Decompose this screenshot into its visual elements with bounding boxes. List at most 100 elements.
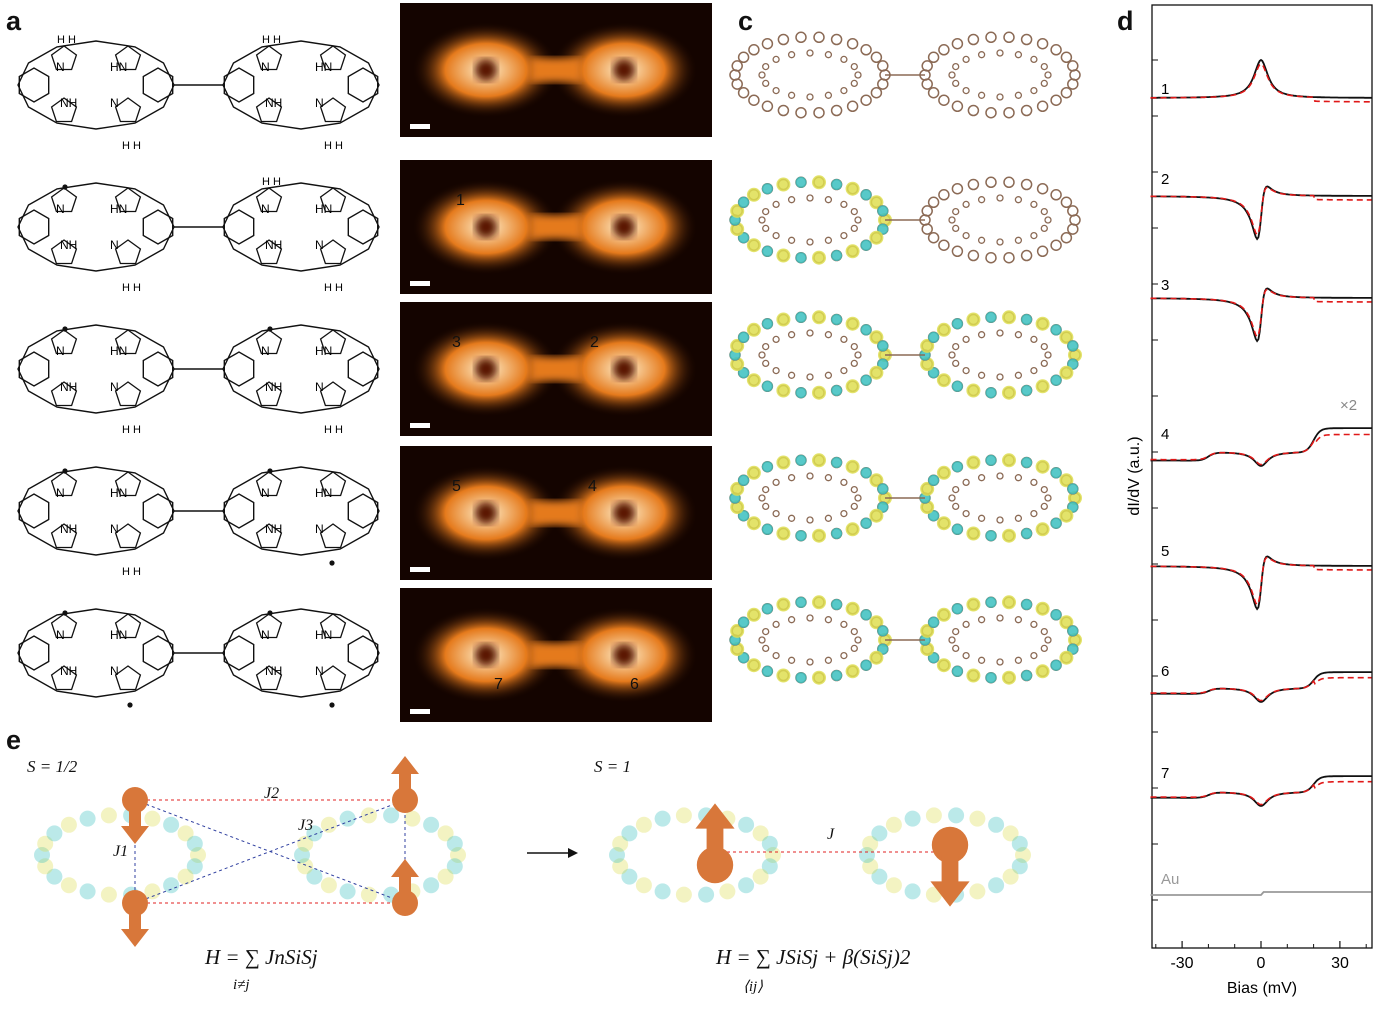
- carbon-atom: [1036, 245, 1049, 258]
- inner-atom: [850, 224, 858, 233]
- spin-density-lobe: [869, 473, 884, 488]
- pyrrole-ring: [50, 665, 78, 691]
- pyrrole-ring: [255, 187, 283, 213]
- inner-atom: [952, 644, 960, 653]
- inner-atom: [1040, 62, 1048, 71]
- spectrum-curve: [1150, 427, 1372, 467]
- faded-spin-lobe: [752, 825, 769, 842]
- faded-spin-lobe: [383, 807, 400, 824]
- inner-atom: [806, 614, 814, 622]
- spin-sphere: [122, 787, 148, 813]
- benzene-ring: [223, 635, 255, 671]
- inner-atom: [787, 371, 796, 379]
- faded-spin-lobe: [925, 807, 942, 824]
- spin-density-lobe: [1035, 522, 1050, 537]
- spin-density-lobe: [1021, 314, 1033, 325]
- spin-arrow-head: [391, 859, 419, 877]
- faded-spin-lobe: [46, 868, 63, 885]
- inner-atom: [1014, 656, 1023, 664]
- spin-arrow-shaft: [941, 856, 959, 887]
- atom-label-hn: HN: [315, 202, 332, 216]
- spin-density-lobe: [746, 187, 761, 202]
- faded-spin-lobe: [190, 847, 206, 863]
- macrocycle-outline: [222, 182, 380, 272]
- carbon-atom: [985, 176, 997, 189]
- pyrrole-ring: [114, 613, 142, 639]
- faded-spin-lobe: [423, 816, 440, 833]
- inner-atom: [787, 51, 796, 59]
- inner-atom: [952, 224, 960, 233]
- inner-atom: [962, 231, 970, 240]
- stm-image-1: [400, 3, 712, 137]
- spectrum-curve: [1150, 58, 1372, 99]
- faded-spin-lobe: [60, 877, 77, 894]
- radical-dot: [62, 326, 68, 332]
- spin-density-lobe: [776, 597, 791, 612]
- pyrrole-ring: [50, 45, 78, 71]
- faded-spin-lobe: [761, 858, 778, 875]
- inner-atom: [762, 627, 770, 636]
- faded-spin-lobe: [79, 810, 96, 827]
- atom-label-n: N: [261, 344, 270, 358]
- didv-spectra-plot: dI/dV (a.u.) Bias (mV) -30 0 30 1 2 3 4 …: [1126, 4, 1373, 997]
- spin-density-lobe: [985, 387, 997, 399]
- inner-atom: [772, 55, 780, 64]
- spin-density-lobe: [985, 311, 997, 323]
- benzene-ring: [18, 635, 50, 671]
- atom-label-nh: NH: [60, 238, 77, 252]
- pyrrole-ring: [114, 665, 142, 691]
- faded-spin-lobe: [100, 886, 117, 903]
- inner-atom: [1030, 509, 1038, 518]
- inner-atom: [962, 509, 970, 518]
- spin-density-lobe: [860, 324, 872, 336]
- spin-density-lobe: [1035, 459, 1050, 474]
- spin-density-lobe: [776, 383, 791, 398]
- fit-curve: [1150, 433, 1372, 466]
- faded-spin-lobe: [37, 858, 54, 875]
- inner-atom: [787, 196, 796, 204]
- atom-label-n: N: [110, 664, 119, 678]
- faded-spin-lobe: [163, 816, 180, 833]
- spin-density-lobe: [795, 672, 807, 684]
- pyrrole-ring: [50, 613, 78, 639]
- inner-atom: [1040, 359, 1048, 368]
- spin-density-lobe: [831, 179, 843, 190]
- spin-density-lobe: [1035, 664, 1050, 679]
- faded-spin-lobe: [177, 868, 194, 885]
- inner-atom: [787, 331, 796, 339]
- pyrrole-ring: [114, 97, 142, 123]
- macrocycle-outline: [17, 324, 175, 414]
- scale-bar: [410, 124, 430, 129]
- inner-atom: [1044, 351, 1052, 359]
- pyrrole-ring: [255, 97, 283, 123]
- inner-atom: [824, 371, 833, 379]
- atom-label-n: N: [110, 522, 119, 536]
- faded-spin-lobe: [969, 883, 986, 900]
- faded-spin-lobe: [675, 807, 692, 824]
- inner-atom: [977, 91, 986, 99]
- macrocycle-outline: [222, 608, 380, 698]
- inner-atom: [977, 371, 986, 379]
- spin-density-lobe: [869, 615, 884, 630]
- atom-label-hn: HN: [110, 344, 127, 358]
- pyrrole-ring: [319, 613, 347, 639]
- faded-spin-lobe: [609, 847, 625, 863]
- carbon-atom: [985, 251, 997, 264]
- carbon-atom: [1060, 196, 1073, 209]
- carbon-atom: [1060, 51, 1073, 64]
- benzene-ring: [142, 67, 174, 103]
- scale-bar: [410, 423, 430, 428]
- benzene-ring: [18, 67, 50, 103]
- inner-atom: [948, 216, 956, 224]
- carbon-atom: [1003, 251, 1015, 264]
- inner-atom: [977, 474, 986, 482]
- coupling-label-j2: J2: [264, 785, 280, 802]
- spin-density-lobe: [730, 338, 745, 353]
- faded-spin-lobe: [635, 816, 652, 833]
- inner-atom: [1040, 644, 1048, 653]
- faded-spin-lobe: [862, 858, 879, 875]
- spin-density-lobe: [831, 385, 843, 396]
